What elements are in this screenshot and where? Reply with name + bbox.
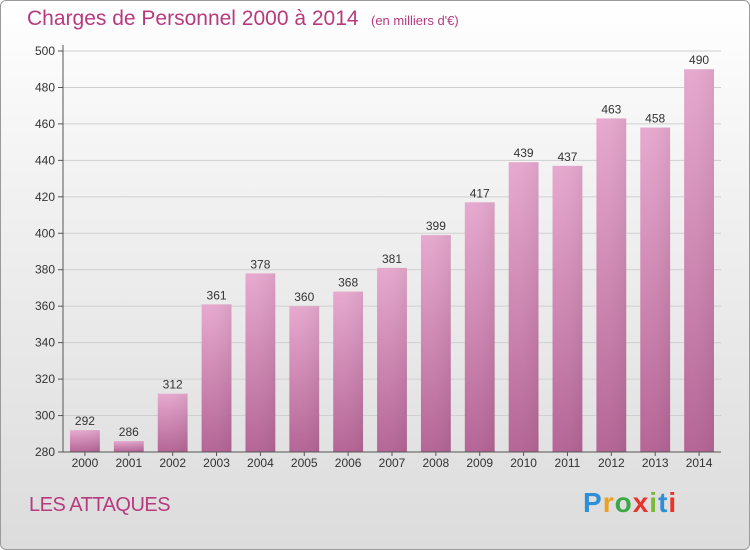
data-label: 312 xyxy=(163,378,183,392)
data-label: 437 xyxy=(557,150,577,164)
y-tick-label: 280 xyxy=(35,445,55,459)
x-tick-label: 2006 xyxy=(335,456,362,470)
bar-shade xyxy=(113,441,144,452)
bar-shade xyxy=(377,267,407,452)
data-label: 292 xyxy=(75,414,95,428)
chart-subtitle: (en milliers d'€) xyxy=(371,13,459,28)
y-tick-label: 460 xyxy=(35,117,55,131)
y-tick-label: 440 xyxy=(35,153,55,167)
x-tick-label: 2008 xyxy=(423,456,450,470)
data-label: 458 xyxy=(645,112,665,126)
chart-title: Charges de Personnel 2000 à 2014 xyxy=(27,7,359,30)
bar-shade xyxy=(157,393,188,452)
x-tick-label: 2009 xyxy=(466,456,493,470)
data-label: 490 xyxy=(689,53,709,67)
commune-name: LES ATTAQUES xyxy=(29,494,171,516)
x-tick-label: 2005 xyxy=(291,456,318,470)
bar-shade xyxy=(552,165,583,452)
x-tick-label: 2002 xyxy=(159,456,186,470)
bar-shade xyxy=(420,235,451,452)
bar-shade xyxy=(464,202,495,452)
y-tick-label: 340 xyxy=(35,336,55,350)
y-tick-label: 380 xyxy=(35,263,55,277)
data-label: 361 xyxy=(207,288,227,302)
y-tick-label: 300 xyxy=(35,409,55,423)
data-label: 463 xyxy=(601,102,621,116)
y-tick-label: 320 xyxy=(35,372,55,386)
data-label: 368 xyxy=(338,276,358,290)
data-label: 286 xyxy=(119,425,139,439)
x-tick-label: 2000 xyxy=(72,456,99,470)
data-label: 378 xyxy=(250,257,270,271)
x-tick-label: 2011 xyxy=(555,456,581,470)
bar-shade xyxy=(640,127,671,453)
x-tick-label: 2004 xyxy=(247,456,274,470)
bar-shade xyxy=(201,304,232,452)
x-tick-label: 2007 xyxy=(379,456,406,470)
y-tick-label: 480 xyxy=(35,80,55,94)
data-label: 360 xyxy=(294,290,314,304)
data-label: 417 xyxy=(470,186,490,200)
data-label: 439 xyxy=(514,146,534,160)
bar-shade xyxy=(596,118,627,452)
x-tick-label: 2001 xyxy=(115,456,142,470)
y-tick-label: 400 xyxy=(35,226,55,240)
bar-shade xyxy=(684,69,714,453)
x-tick-label: 2012 xyxy=(598,456,625,470)
bar-shade xyxy=(508,162,539,452)
bar-shade xyxy=(333,291,364,452)
x-tick-label: 2014 xyxy=(686,456,713,470)
bar-shade xyxy=(70,430,100,452)
bar-shade xyxy=(289,306,320,452)
y-tick-label: 420 xyxy=(35,190,55,204)
x-tick-label: 2013 xyxy=(642,456,669,470)
data-label: 381 xyxy=(382,252,402,266)
y-tick-label: 500 xyxy=(35,44,55,58)
data-label: 399 xyxy=(426,219,446,233)
x-tick-label: 2010 xyxy=(510,456,537,470)
y-tick-label: 360 xyxy=(35,299,55,313)
x-tick-label: 2003 xyxy=(203,456,230,470)
proxiti-logo: Proxiti xyxy=(583,487,678,518)
bar-shade xyxy=(245,273,276,452)
